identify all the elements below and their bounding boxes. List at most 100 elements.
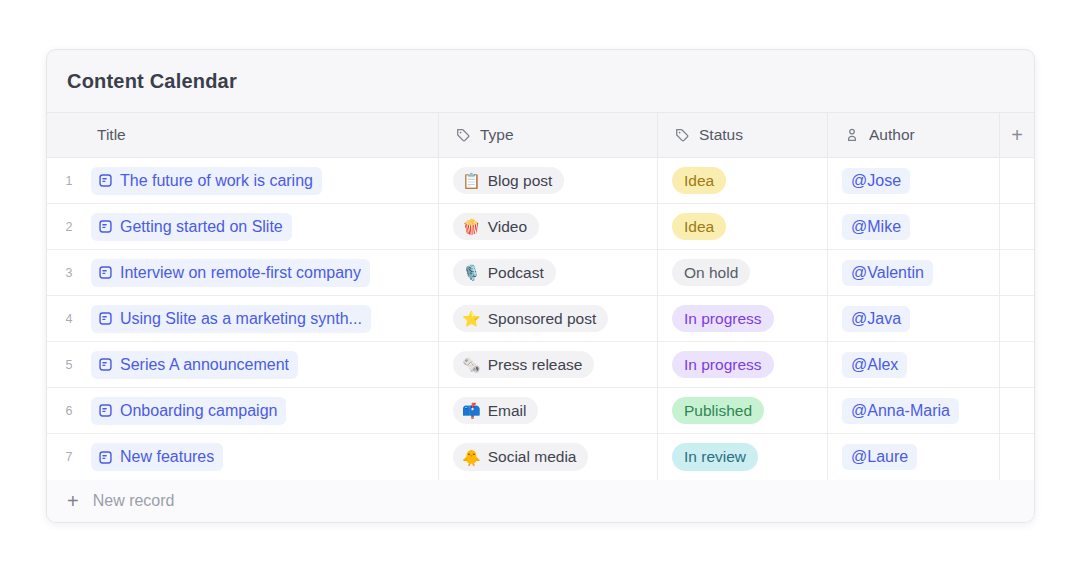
- record-title-link[interactable]: The future of work is caring: [91, 167, 322, 195]
- column-label: Status: [699, 126, 743, 144]
- record-title-link[interactable]: Using Slite as a marketing synth...: [91, 305, 371, 333]
- column-header-author[interactable]: Author: [828, 113, 1000, 157]
- table-row: 4 Using Slite as a marketing synth... ⭐ …: [47, 296, 1034, 342]
- type-cell: 📫 Email: [439, 388, 658, 433]
- document-icon: [98, 450, 113, 465]
- type-emoji-icon: 🍿: [462, 219, 481, 234]
- extra-cell: [1000, 296, 1034, 341]
- type-cell: 📋 Blog post: [439, 158, 658, 203]
- status-badge[interactable]: In review: [672, 443, 758, 471]
- plus-icon: +: [1011, 125, 1023, 145]
- row-number[interactable]: 7: [47, 450, 91, 464]
- tag-icon: [674, 127, 690, 143]
- plus-icon: +: [67, 491, 79, 511]
- new-record-label: New record: [93, 492, 175, 510]
- extra-cell: [1000, 388, 1034, 433]
- type-cell: 🍿 Video: [439, 204, 658, 249]
- content-calendar-card: Content Calendar Title Type: [46, 49, 1035, 523]
- type-emoji-icon: 🐥: [462, 450, 481, 465]
- author-mention[interactable]: @Jose: [842, 168, 910, 194]
- record-title-link[interactable]: New features: [91, 443, 223, 471]
- tag-icon: [455, 127, 471, 143]
- add-column-button[interactable]: +: [1000, 113, 1034, 157]
- table-row: 1 The future of work is caring 📋 Blog po…: [47, 158, 1034, 204]
- table-row: 3 Interview on remote-first company 🎙️ P…: [47, 250, 1034, 296]
- type-tag[interactable]: 🎙️ Podcast: [453, 259, 556, 287]
- type-tag[interactable]: ⭐ Sponsored post: [453, 305, 608, 333]
- title-cell: 5 Series A announcement: [47, 342, 439, 387]
- type-emoji-icon: 📫: [462, 403, 481, 418]
- record-title-link[interactable]: Interview on remote-first company: [91, 259, 370, 287]
- status-cell: Idea: [658, 204, 828, 249]
- document-icon: [98, 219, 113, 234]
- record-title-link[interactable]: Getting started on Slite: [91, 213, 292, 241]
- column-label: Author: [869, 126, 915, 144]
- extra-cell: [1000, 204, 1034, 249]
- status-cell: In review: [658, 434, 828, 480]
- author-mention[interactable]: @Laure: [842, 444, 917, 470]
- table-row: 7 New features 🐥 Social media In review: [47, 434, 1034, 480]
- type-emoji-icon: ⭐: [462, 311, 481, 326]
- column-header-title[interactable]: Title: [47, 113, 439, 157]
- card-header: Content Calendar: [47, 50, 1034, 112]
- status-badge[interactable]: In progress: [672, 305, 774, 333]
- row-number[interactable]: 1: [47, 174, 91, 188]
- status-badge[interactable]: Idea: [672, 167, 726, 195]
- author-cell: @Valentin: [828, 250, 1000, 295]
- record-title-link[interactable]: Onboarding campaign: [91, 397, 286, 425]
- author-mention[interactable]: @Alex: [842, 352, 907, 378]
- table-body: 1 The future of work is caring 📋 Blog po…: [47, 158, 1034, 480]
- row-number[interactable]: 6: [47, 404, 91, 418]
- author-mention[interactable]: @Mike: [842, 214, 910, 240]
- extra-cell: [1000, 158, 1034, 203]
- status-badge[interactable]: Idea: [672, 213, 726, 241]
- extra-cell: [1000, 250, 1034, 295]
- author-cell: @Java: [828, 296, 1000, 341]
- status-badge[interactable]: In progress: [672, 351, 774, 379]
- column-label: Type: [480, 126, 514, 144]
- title-cell: 7 New features: [47, 434, 439, 480]
- type-tag[interactable]: 📋 Blog post: [453, 167, 564, 195]
- author-cell: @Jose: [828, 158, 1000, 203]
- status-cell: Idea: [658, 158, 828, 203]
- row-number[interactable]: 3: [47, 266, 91, 280]
- type-tag[interactable]: 🐥 Social media: [453, 443, 588, 471]
- type-tag[interactable]: 🍿 Video: [453, 213, 539, 241]
- record-title-link[interactable]: Series A announcement: [91, 351, 298, 379]
- status-badge[interactable]: On hold: [672, 259, 750, 287]
- type-tag[interactable]: 📫 Email: [453, 397, 538, 425]
- column-header-status[interactable]: Status: [658, 113, 828, 157]
- new-record-button[interactable]: + New record: [47, 480, 1034, 522]
- extra-cell: [1000, 434, 1034, 480]
- column-header-type[interactable]: Type: [439, 113, 658, 157]
- author-cell: @Mike: [828, 204, 1000, 249]
- author-cell: @Alex: [828, 342, 1000, 387]
- author-mention[interactable]: @Java: [842, 306, 910, 332]
- type-cell: 🐥 Social media: [439, 434, 658, 480]
- document-icon: [98, 357, 113, 372]
- type-emoji-icon: 🗞️: [462, 357, 481, 372]
- page-title: Content Calendar: [67, 70, 237, 93]
- row-number[interactable]: 5: [47, 358, 91, 372]
- author-mention[interactable]: @Valentin: [842, 260, 933, 286]
- author-cell: @Laure: [828, 434, 1000, 480]
- document-icon: [98, 403, 113, 418]
- title-cell: 3 Interview on remote-first company: [47, 250, 439, 295]
- type-cell: 🗞️ Press release: [439, 342, 658, 387]
- extra-cell: [1000, 342, 1034, 387]
- status-badge[interactable]: Published: [672, 397, 764, 425]
- title-cell: 2 Getting started on Slite: [47, 204, 439, 249]
- column-label: Title: [97, 126, 126, 144]
- document-icon: [98, 265, 113, 280]
- type-tag[interactable]: 🗞️ Press release: [453, 351, 594, 379]
- type-cell: ⭐ Sponsored post: [439, 296, 658, 341]
- table-row: 6 Onboarding campaign 📫 Email Published: [47, 388, 1034, 434]
- page: Content Calendar Title Type: [0, 0, 1080, 563]
- row-number[interactable]: 4: [47, 312, 91, 326]
- row-number[interactable]: 2: [47, 220, 91, 234]
- title-cell: 6 Onboarding campaign: [47, 388, 439, 433]
- document-icon: [98, 173, 113, 188]
- table-header: Title Type Status: [47, 112, 1034, 158]
- type-emoji-icon: 📋: [462, 173, 481, 188]
- author-mention[interactable]: @Anna-Maria: [842, 398, 959, 424]
